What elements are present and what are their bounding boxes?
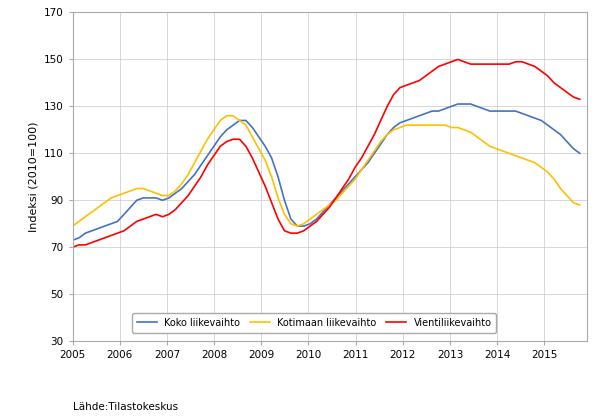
Legend: Koko liikevaihto, Kotimaan liikevaihto, Vientiliikevaihto: Koko liikevaihto, Kotimaan liikevaihto, … — [132, 313, 496, 333]
Kotimaan liikevaihto — [300, 221, 307, 226]
Koko liikevaihto — [525, 113, 532, 118]
Kotimaan liikevaihto — [384, 132, 391, 137]
Vientiliikevaihto — [396, 85, 404, 90]
Kotimaan liikevaihto — [576, 203, 583, 208]
Koko liikevaihto — [416, 113, 423, 118]
Vientiliikevaihto — [371, 132, 378, 137]
Text: Lähde:Tilastokeskus: Lähde:Tilastokeskus — [73, 402, 178, 412]
Kotimaan liikevaihto — [377, 139, 384, 144]
Vientiliikevaihto — [377, 118, 384, 123]
Vientiliikevaihto — [69, 245, 76, 250]
Kotimaan liikevaihto — [422, 123, 430, 128]
Vientiliikevaihto — [416, 78, 423, 83]
Koko liikevaihto — [69, 238, 76, 243]
Koko liikevaihto — [396, 120, 404, 125]
Vientiliikevaihto — [293, 230, 301, 235]
Vientiliikevaihto — [576, 97, 583, 102]
Koko liikevaihto — [576, 151, 583, 156]
Y-axis label: Indeksi (2010=100): Indeksi (2010=100) — [28, 121, 38, 232]
Line: Vientiliikevaihto: Vientiliikevaihto — [73, 59, 580, 247]
Kotimaan liikevaihto — [525, 158, 532, 163]
Line: Koko liikevaihto: Koko liikevaihto — [73, 104, 580, 240]
Kotimaan liikevaihto — [223, 113, 231, 118]
Line: Kotimaan liikevaihto: Kotimaan liikevaihto — [73, 116, 580, 226]
Kotimaan liikevaihto — [403, 123, 410, 128]
Koko liikevaihto — [454, 102, 462, 106]
Vientiliikevaihto — [525, 62, 532, 67]
Vientiliikevaihto — [454, 57, 462, 62]
Koko liikevaihto — [371, 151, 378, 156]
Kotimaan liikevaihto — [69, 224, 76, 229]
Koko liikevaihto — [377, 141, 384, 146]
Koko liikevaihto — [293, 224, 301, 229]
